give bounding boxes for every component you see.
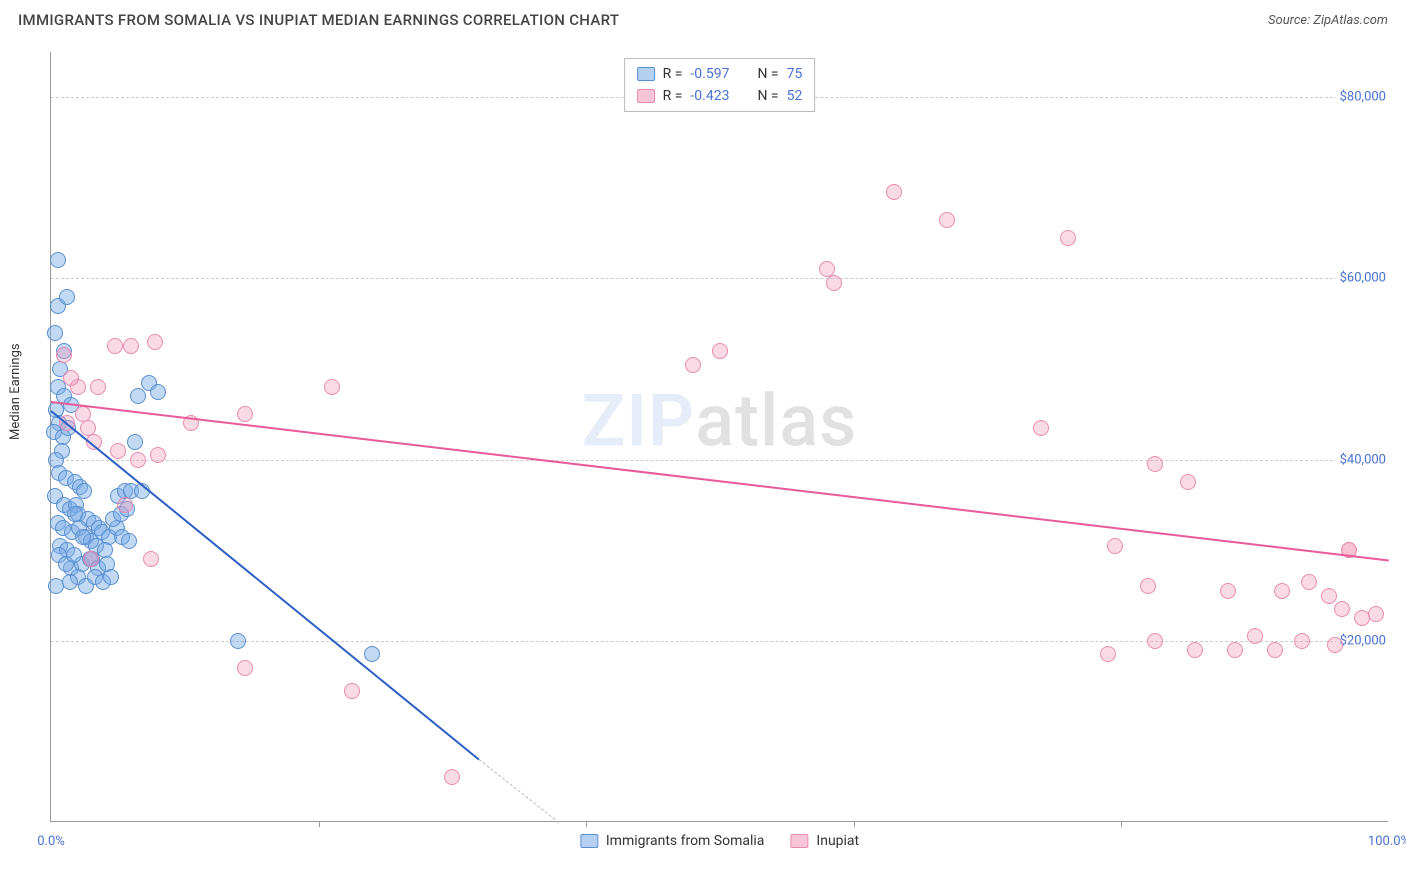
scatter-point [147,334,163,350]
x-tick-mark [1121,821,1122,827]
scatter-point [150,384,166,400]
series-legend: Immigrants from Somalia Inupiat [570,833,869,849]
scatter-point [1187,642,1203,658]
scatter-point [237,660,253,676]
scatter-point [939,212,955,228]
y-tick-label: $80,000 [1336,90,1390,105]
scatter-point [444,769,460,785]
gridline [51,641,1388,642]
gridline [51,278,1388,279]
scatter-point [1294,633,1310,649]
y-tick-label: $40,000 [1336,452,1390,467]
n-value-blue: 75 [787,63,803,85]
scatter-point [1301,574,1317,590]
scatter-point [1100,646,1116,662]
swatch-pink-icon [790,834,808,848]
scatter-point [1247,628,1263,644]
scatter-point [83,551,99,567]
scatter-point [1267,642,1283,658]
scatter-point [1147,456,1163,472]
scatter-point [1220,583,1236,599]
scatter-point [127,434,143,450]
scatter-point [59,289,75,305]
scatter-point [121,533,137,549]
scatter-point [110,443,126,459]
scatter-point [685,357,701,373]
scatter-point [364,646,380,662]
swatch-pink-icon [637,89,655,103]
legend-label-pink: Inupiat [816,833,859,849]
scatter-point [1327,637,1343,653]
r-label-pink: R = [663,85,683,107]
scatter-point [1227,642,1243,658]
scatter-point [143,551,159,567]
scatter-point [123,338,139,354]
scatter-point [66,547,82,563]
scatter-point [1107,538,1123,554]
legend-row-blue: R = -0.597 N = 75 [637,63,803,85]
watermark-zip: ZIP [582,379,695,464]
r-value-blue: -0.597 [690,63,729,85]
scatter-point [1140,578,1156,594]
r-label-blue: R = [663,63,683,85]
scatter-point [47,325,63,341]
x-tick-mark [854,821,855,827]
gridline [51,460,1388,461]
scatter-point [117,497,133,513]
scatter-point [130,388,146,404]
correlation-legend: R = -0.597 N = 75 R = -0.423 N = 52 [624,58,816,112]
swatch-blue-icon [580,834,598,848]
legend-item-pink: Inupiat [790,833,859,849]
scatter-point [56,347,72,363]
y-tick-label: $60,000 [1336,271,1390,286]
y-tick-label: $20,000 [1336,633,1390,648]
chart-title: IMMIGRANTS FROM SOMALIA VS INUPIAT MEDIA… [18,11,619,29]
trendline-blue-dashed [479,759,560,823]
y-axis-label: Median Earnings [8,343,23,440]
scatter-point [1060,230,1076,246]
scatter-point [886,184,902,200]
scatter-point [237,406,253,422]
swatch-blue-icon [637,67,655,81]
source-label: Source: ZipAtlas.com [1268,13,1388,28]
scatter-point [1334,601,1350,617]
scatter-point [130,452,146,468]
scatter-point [90,379,106,395]
scatter-point [324,379,340,395]
scatter-point [70,379,86,395]
scatter-point [103,569,119,585]
r-value-pink: -0.423 [690,85,729,107]
scatter-point [67,506,83,522]
n-label-pink: N = [757,85,778,107]
scatter-point [50,252,66,268]
watermark: ZIPatlas [582,379,857,464]
scatter-point [344,683,360,699]
legend-label-blue: Immigrants from Somalia [606,833,765,849]
scatter-point [826,275,842,291]
scatter-point [1274,583,1290,599]
scatter-point [1147,633,1163,649]
scatter-point [107,338,123,354]
n-label-blue: N = [757,63,778,85]
trendline-blue [50,410,479,760]
scatter-point [1368,606,1384,622]
watermark-atlas: atlas [695,379,857,464]
scatter-point [1180,474,1196,490]
scatter-point [1321,588,1337,604]
chart-header: IMMIGRANTS FROM SOMALIA VS INUPIAT MEDIA… [0,0,1406,40]
x-tick-mark [319,821,320,827]
scatter-point [1033,420,1049,436]
scatter-point [230,633,246,649]
scatter-point [712,343,728,359]
scatter-point [150,447,166,463]
chart-plot-area: ZIPatlas R = -0.597 N = 75 R = -0.423 N … [50,52,1388,822]
x-tick-label: 0.0% [37,834,65,849]
legend-item-blue: Immigrants from Somalia [580,833,765,849]
n-value-pink: 52 [787,85,803,107]
legend-row-pink: R = -0.423 N = 52 [637,85,803,107]
x-tick-mark [586,821,587,827]
x-tick-label: 100.0% [1368,834,1406,849]
scatter-point [62,574,78,590]
